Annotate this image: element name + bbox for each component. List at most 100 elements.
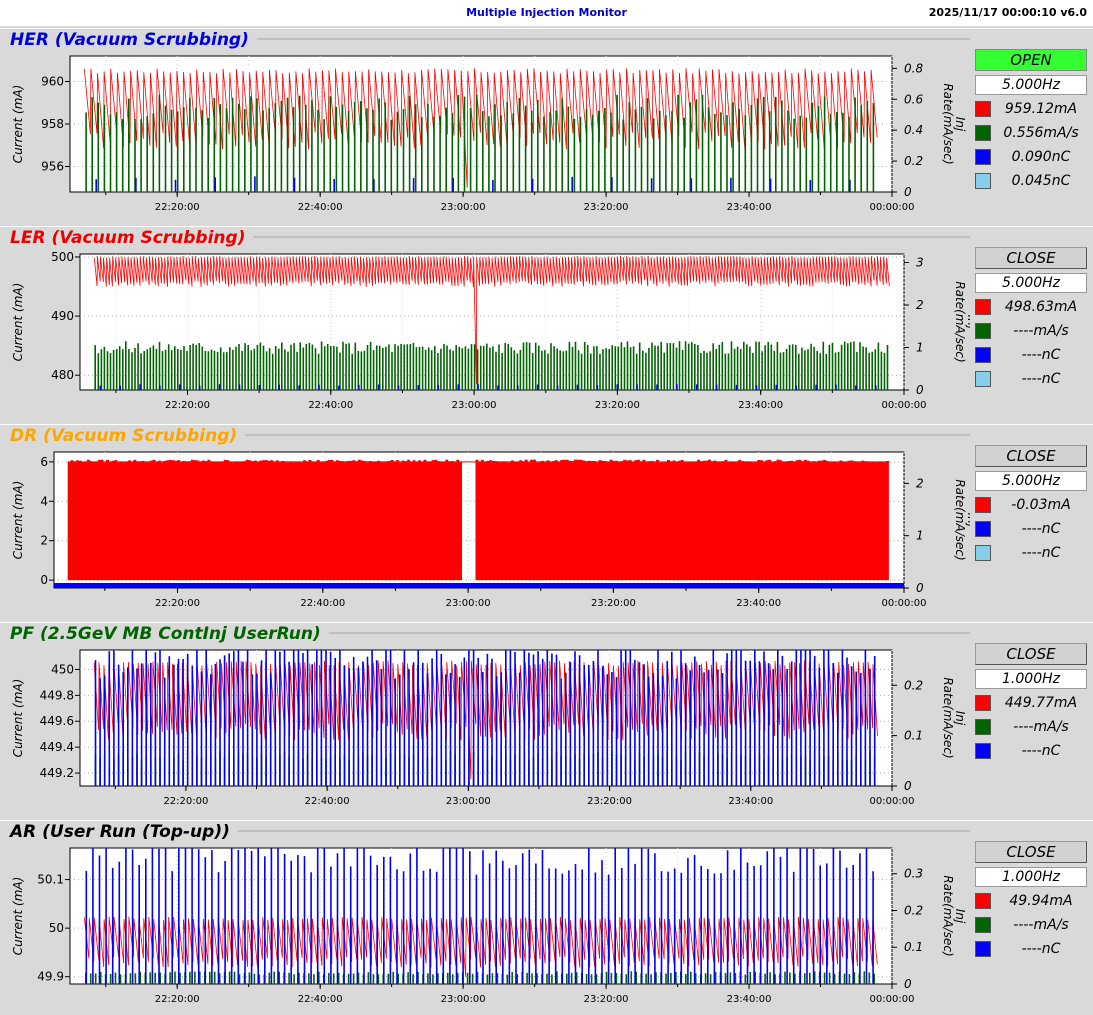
x-tick-label: 23:00:00 [446, 796, 491, 807]
y2-axis-label-charge: Rate(mA/sec) [953, 479, 967, 560]
legend-swatch [975, 125, 991, 141]
frequency-readout: 5.000Hz [975, 75, 1087, 95]
series-line-current [93, 255, 890, 385]
panel-pf: PF (2.5GeV MB ContInj UserRun) 22:20:00 22… [0, 622, 1093, 818]
x-tick-label: 23:00:00 [441, 994, 486, 1005]
y2-tick-label: 0.2 [904, 154, 923, 168]
chart-ler: LER (Vacuum Scrubbing) 22:20:00 22:40:00 23… [10, 228, 970, 411]
y2-axis-label-inj-rate: Inj [953, 909, 967, 924]
y-tick-label: 490 [51, 309, 74, 323]
y2-axis-label-inj-rate: Inj [965, 315, 970, 330]
y2-tick-label: 0.6 [904, 92, 923, 106]
series-pulses-current [67, 459, 889, 581]
legend-row: ----nC [975, 519, 1090, 541]
y-tick-label: 449.4 [40, 740, 74, 754]
y2-axis-label-charge: Rate(mA/sec) [953, 281, 967, 362]
side-panel-ar: CLOSE 1.000Hz 49.94mA ----mA/s ----nC [975, 841, 1090, 1012]
y-axis-label: Current (mA) [11, 85, 25, 164]
legend-row: ----nC [975, 741, 1090, 763]
legend-row: 0.556mA/s [975, 123, 1090, 145]
x-tick-label: 00:00:00 [870, 202, 915, 213]
y-tick-label: 6 [40, 455, 48, 469]
series-spikes [99, 384, 877, 390]
legend-swatch [975, 545, 991, 561]
x-tick-label: 22:20:00 [155, 598, 200, 609]
legend-swatch [975, 521, 991, 537]
beam-status-button[interactable]: CLOSE [975, 841, 1087, 863]
legend-row: 959.12mA [975, 99, 1090, 121]
series-spikes [94, 650, 876, 786]
panel-dr: DR (Vacuum Scrubbing) 22:20:00 22:40:00 23:… [0, 424, 1093, 620]
legend-row: 498.63mA [975, 297, 1090, 319]
y2-axis-label-inj-rate: Inj [953, 117, 967, 132]
panel-title: HER (Vacuum Scrubbing) [10, 30, 249, 50]
legend-value: ----nC [1021, 521, 1061, 537]
x-tick-label: 22:40:00 [298, 202, 343, 213]
panel-her: HER (Vacuum Scrubbing) 22:20:00 22:40:00 23… [0, 28, 1093, 224]
x-tick-label: 23:40:00 [738, 400, 783, 411]
legend-value: 0.556mA/s [1003, 125, 1079, 141]
series-spikes [85, 848, 874, 984]
legend-value: ----nC [1021, 941, 1061, 957]
x-tick-label: 23:40:00 [728, 796, 773, 807]
y2-tick-label: 0 [916, 581, 924, 595]
series-group [54, 459, 904, 588]
beam-status-button[interactable]: CLOSE [975, 445, 1087, 467]
legend-row: -0.03mA [975, 495, 1090, 517]
legend-swatch [975, 497, 991, 513]
panel-ler: LER (Vacuum Scrubbing) 22:20:00 22:40:00 23… [0, 226, 1093, 422]
legend-swatch [975, 941, 991, 957]
legend-row: ----nC [975, 543, 1090, 565]
side-panel-pf: CLOSE 1.000Hz 449.77mA ----mA/s ----nC [975, 643, 1090, 815]
legend-value: ----nC [1021, 347, 1061, 363]
x-tick-label: 23:40:00 [727, 994, 772, 1005]
side-panel-dr: CLOSE 5.000Hz -0.03mA ----nC ----nC [975, 445, 1090, 617]
legend-value: 0.090nC [1011, 149, 1071, 165]
series-spikes [85, 94, 875, 192]
y-tick-label: 958 [41, 117, 64, 131]
y2-tick-label: 0 [916, 383, 924, 397]
y2-axis-label-inj-rate: Inj [953, 711, 967, 726]
legend-row: ----nC [975, 369, 1090, 391]
beam-status-button[interactable]: OPEN [975, 49, 1087, 71]
app-title: Multiple Injection Monitor [466, 6, 627, 19]
y2-tick-label: 0 [904, 779, 912, 793]
legend-value: ----nC [1021, 371, 1061, 387]
beam-status-button[interactable]: CLOSE [975, 643, 1087, 665]
series-spikes [94, 341, 889, 390]
series-group [83, 848, 878, 984]
y2-tick-label: 0.4 [904, 123, 923, 137]
frequency-readout: 1.000Hz [975, 669, 1087, 689]
panel-title: PF (2.5GeV MB ContInj UserRun) [10, 624, 321, 644]
chart-ar: AR (User Run (Top-up)) 22:20:00 22:40:00 23… [8, 822, 970, 1005]
legend-swatch [975, 173, 991, 189]
chart-pf: PF (2.5GeV MB ContInj UserRun) 22:20:00 22… [10, 624, 970, 807]
x-tick-label: 23:00:00 [452, 400, 497, 411]
y2-axis-label-charge: Rate(mA/sec) [941, 677, 955, 758]
panel-title: LER (Vacuum Scrubbing) [10, 228, 245, 248]
x-tick-label: 00:00:00 [870, 796, 915, 807]
y-tick-label: 956 [41, 160, 64, 174]
legend-value: ----nC [1021, 743, 1061, 759]
legend-row: ----mA/s [975, 717, 1090, 739]
y-tick-label: 49.9 [37, 970, 64, 984]
grid [75, 254, 909, 395]
y-tick-label: 449.2 [40, 766, 74, 780]
x-tick-label: 22:20:00 [165, 400, 210, 411]
y2-tick-label: 0.8 [904, 61, 923, 75]
legend-swatch [975, 917, 991, 933]
x-tick-label: 00:00:00 [870, 994, 915, 1005]
y-tick-label: 0 [40, 573, 48, 587]
legend-row: ----nC [975, 939, 1090, 961]
x-tick-label: 22:20:00 [155, 202, 200, 213]
x-tick-label: 22:20:00 [155, 994, 200, 1005]
x-tick-label: 22:40:00 [308, 400, 353, 411]
beam-status-button[interactable]: CLOSE [975, 247, 1087, 269]
legend-value: ----mA/s [1013, 917, 1069, 933]
x-tick-label: 00:00:00 [882, 400, 927, 411]
legend-value: 49.94mA [1009, 893, 1073, 909]
panel-ar: AR (User Run (Top-up)) 22:20:00 22:40:00 23… [0, 820, 1093, 1015]
y-axis-label: Current (mA) [11, 481, 25, 560]
y2-tick-label: 0.3 [904, 867, 923, 881]
